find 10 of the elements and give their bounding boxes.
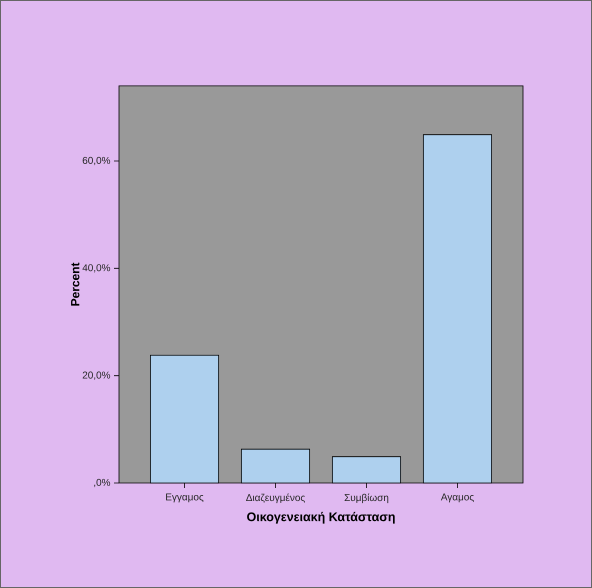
y-tick-label: 40,0% [82,264,110,272]
x-tick-label: Εγγαμος [166,494,204,502]
x-tick-label: Συμβίωση [344,494,388,504]
x-axis-title: Οικογενειακή Κατάσταση [247,512,395,524]
y-tick-label: ,0% [94,478,110,488]
y-tick-label: 20,0% [82,372,110,380]
x-tick-label: Αγαμος [440,494,474,502]
y-axis-title: Percent [71,262,80,306]
x-tick-label: Διαζευγμένος [246,494,305,504]
y-tick-label: 60,0% [82,156,110,166]
